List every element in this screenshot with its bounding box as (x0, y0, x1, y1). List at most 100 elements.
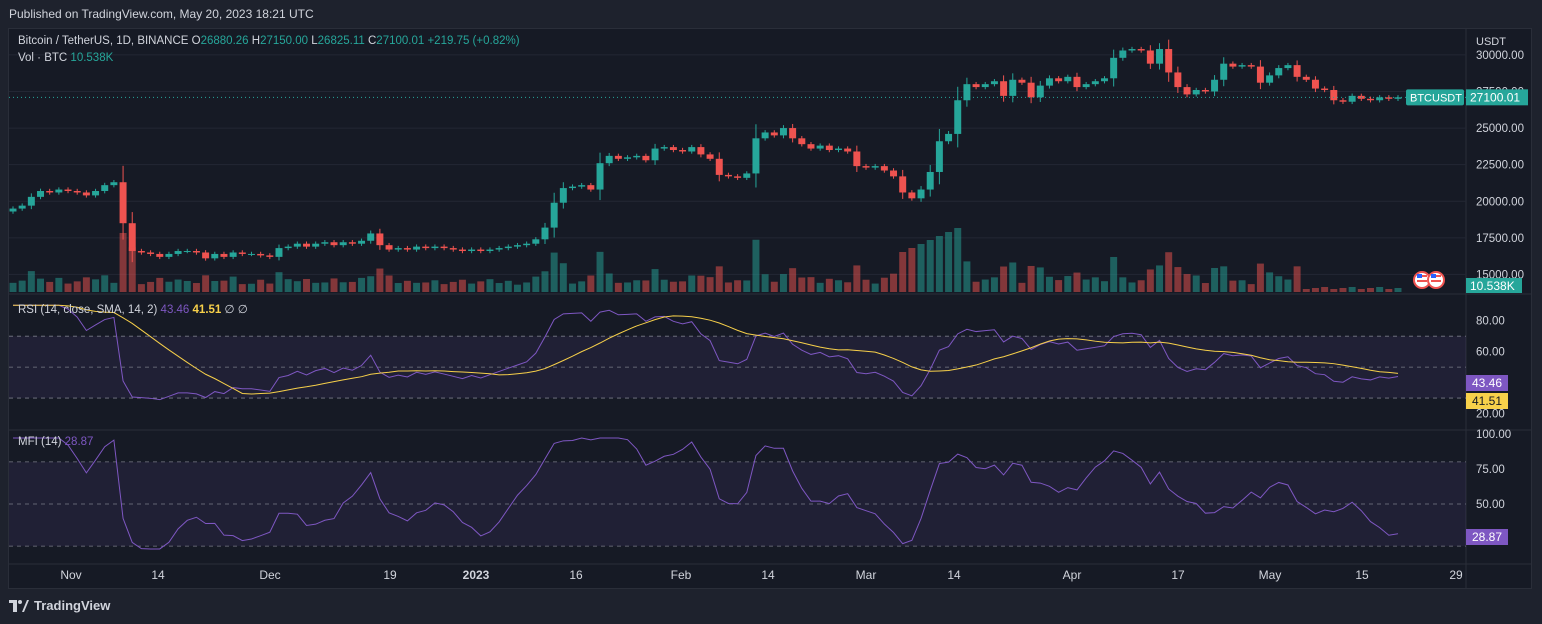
candle-body (495, 248, 503, 250)
chart-panel[interactable] (8, 28, 1532, 589)
currency-label: USDT (1476, 36, 1506, 48)
candle-body (1201, 90, 1209, 92)
volume-label[interactable]: Vol · BTC (18, 52, 68, 64)
time-tick-label: Nov (60, 568, 81, 582)
candle-body (1009, 79, 1017, 96)
candle-body (229, 252, 237, 257)
volume-bar (339, 282, 347, 292)
high-label: H (251, 35, 261, 47)
tradingview-logo[interactable]: TradingView (9, 598, 110, 613)
volume-bar (1119, 277, 1127, 292)
mfi-legend: MFI (14) 28.87 (18, 436, 93, 448)
candle-body (1348, 95, 1356, 102)
candle-body (926, 171, 934, 190)
symbol-badge (1406, 89, 1464, 106)
candle-body (660, 147, 668, 149)
volume-bar (1000, 266, 1008, 292)
mfi-tick-label: 100.00 (1476, 429, 1511, 441)
candle-body (1045, 78, 1053, 86)
volume-bar (743, 280, 751, 292)
volume-bar (1156, 265, 1164, 292)
volume-bar (64, 283, 72, 292)
candle-body (1238, 65, 1246, 67)
price-badge-label: 27100.01 (1470, 90, 1520, 104)
volume-bar (1128, 282, 1136, 292)
volume-bar (348, 281, 356, 292)
volume-bar (101, 275, 109, 292)
volume-bar (1174, 267, 1182, 292)
candle-body (614, 155, 622, 159)
published-caption: Published on TradingView.com, May 20, 20… (9, 7, 314, 21)
candle-body (642, 155, 650, 161)
candle-body (1119, 50, 1127, 58)
volume-bar (211, 281, 219, 292)
volume-bar (679, 281, 687, 292)
volume-bar (413, 282, 421, 292)
volume-bar (871, 283, 879, 292)
volume-bar (624, 282, 632, 292)
volume-bar (578, 281, 586, 292)
volume-bar (605, 273, 613, 292)
time-tick-label: 17 (1171, 568, 1185, 582)
volume-bar (706, 277, 714, 292)
candle-body (348, 242, 356, 244)
volume-bar (468, 283, 476, 292)
time-tick-label: Dec (259, 568, 280, 582)
candle-body (1366, 98, 1374, 101)
volume-bar (119, 232, 127, 292)
candle-body (706, 154, 714, 159)
candle-body (770, 132, 778, 136)
candle-body (156, 253, 164, 257)
volume-bar (513, 284, 521, 292)
volume-bar (1183, 274, 1191, 292)
volume-bar (220, 280, 228, 292)
volume-bar (935, 236, 943, 292)
volume-bar (27, 271, 35, 292)
time-tick-label: Feb (671, 568, 692, 582)
volume-bar (46, 281, 54, 292)
candle-body (458, 249, 466, 252)
candle-body (816, 145, 824, 149)
volume-bar (266, 283, 274, 292)
volume-bar (972, 281, 980, 292)
candle-body (1165, 49, 1173, 73)
candle-body (578, 185, 586, 187)
candle-body (73, 191, 81, 193)
volume-bar (1220, 266, 1228, 292)
volume-bar (1073, 272, 1081, 292)
price-tick-label: 30000.00 (1476, 50, 1524, 62)
candle-body (247, 253, 255, 255)
candle-body (1082, 84, 1090, 88)
candle-body (935, 141, 943, 172)
volume-bar (312, 282, 320, 292)
high-value: 27150.00 (260, 35, 309, 47)
candle-body (1284, 65, 1292, 69)
candle-body (724, 174, 732, 177)
volume-bar (73, 281, 81, 292)
volume-bar (761, 274, 769, 292)
time-tick-label: May (1259, 568, 1282, 582)
volume-bar (202, 275, 210, 292)
candle-body (9, 208, 17, 212)
candle-body (1394, 97, 1402, 99)
candle-body (679, 150, 687, 152)
volume-bar (1366, 288, 1374, 292)
candle-body (275, 248, 283, 257)
candle-body (1385, 97, 1393, 99)
mfi-label[interactable]: MFI (14) (18, 436, 62, 448)
symbol-title[interactable]: Bitcoin / TetherUS, 1D, BINANCE (18, 35, 189, 47)
candle-body (1247, 65, 1255, 67)
rsi-sma-line (13, 304, 1399, 395)
candle-body (192, 251, 200, 253)
ohlc-legend: Bitcoin / TetherUS, 1D, BINANCE O26880.2… (18, 35, 520, 47)
candle-body (477, 249, 485, 252)
candle-body (569, 186, 576, 189)
volume-bar (1311, 288, 1319, 292)
volume-bar (779, 274, 787, 292)
candle-body (1293, 65, 1301, 77)
candle-body (1376, 97, 1384, 101)
candle-body (413, 246, 421, 250)
rsi-label[interactable]: RSI (14, close, SMA, 14, 2) (18, 304, 158, 316)
time-tick-label: 19 (383, 568, 397, 582)
